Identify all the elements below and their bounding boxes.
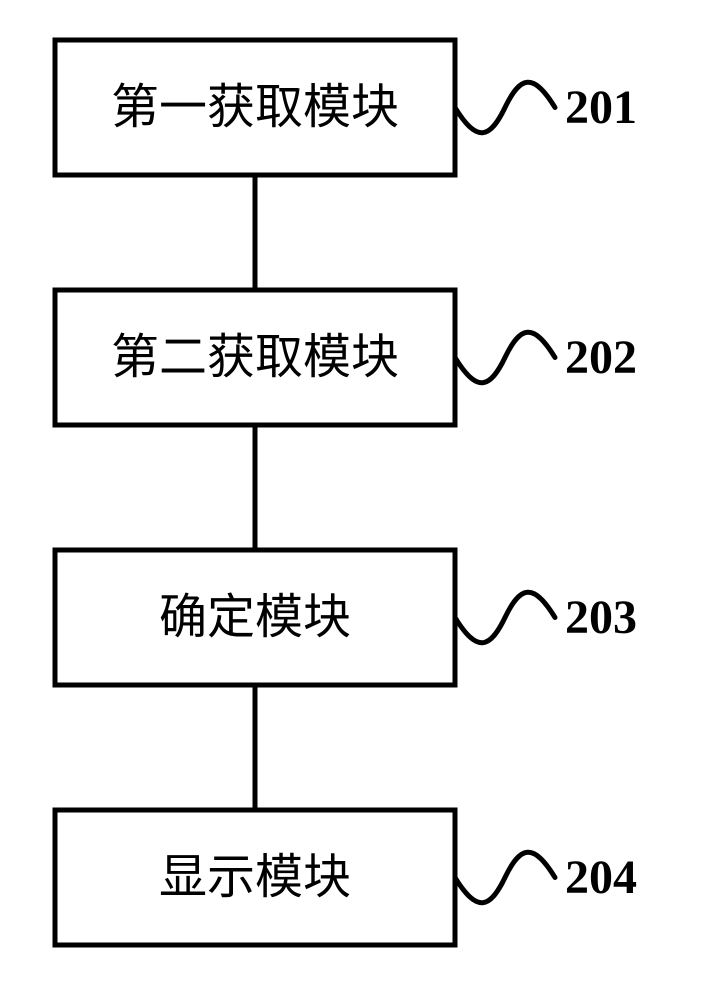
flowchart-node-label: 确定模块 [159,591,351,644]
flowchart-node-number: 201 [565,81,637,134]
flowchart-canvas: 第一获取模块 201 第二获取模块 202 确定模块 203 显示模块 204 [0,0,708,1000]
flowchart-node-label: 第二获取模块 [111,331,399,384]
flowchart-node-number: 203 [565,591,637,644]
flowchart-node-label: 显示模块 [159,851,351,904]
callout-squiggle [455,332,555,382]
callout-squiggle [455,592,555,642]
callout-squiggle [455,852,555,902]
flowchart-node-number: 204 [565,851,637,904]
flowchart-node-number: 202 [565,331,637,384]
callout-squiggle [455,82,555,132]
flowchart-node-label: 第一获取模块 [111,81,399,134]
